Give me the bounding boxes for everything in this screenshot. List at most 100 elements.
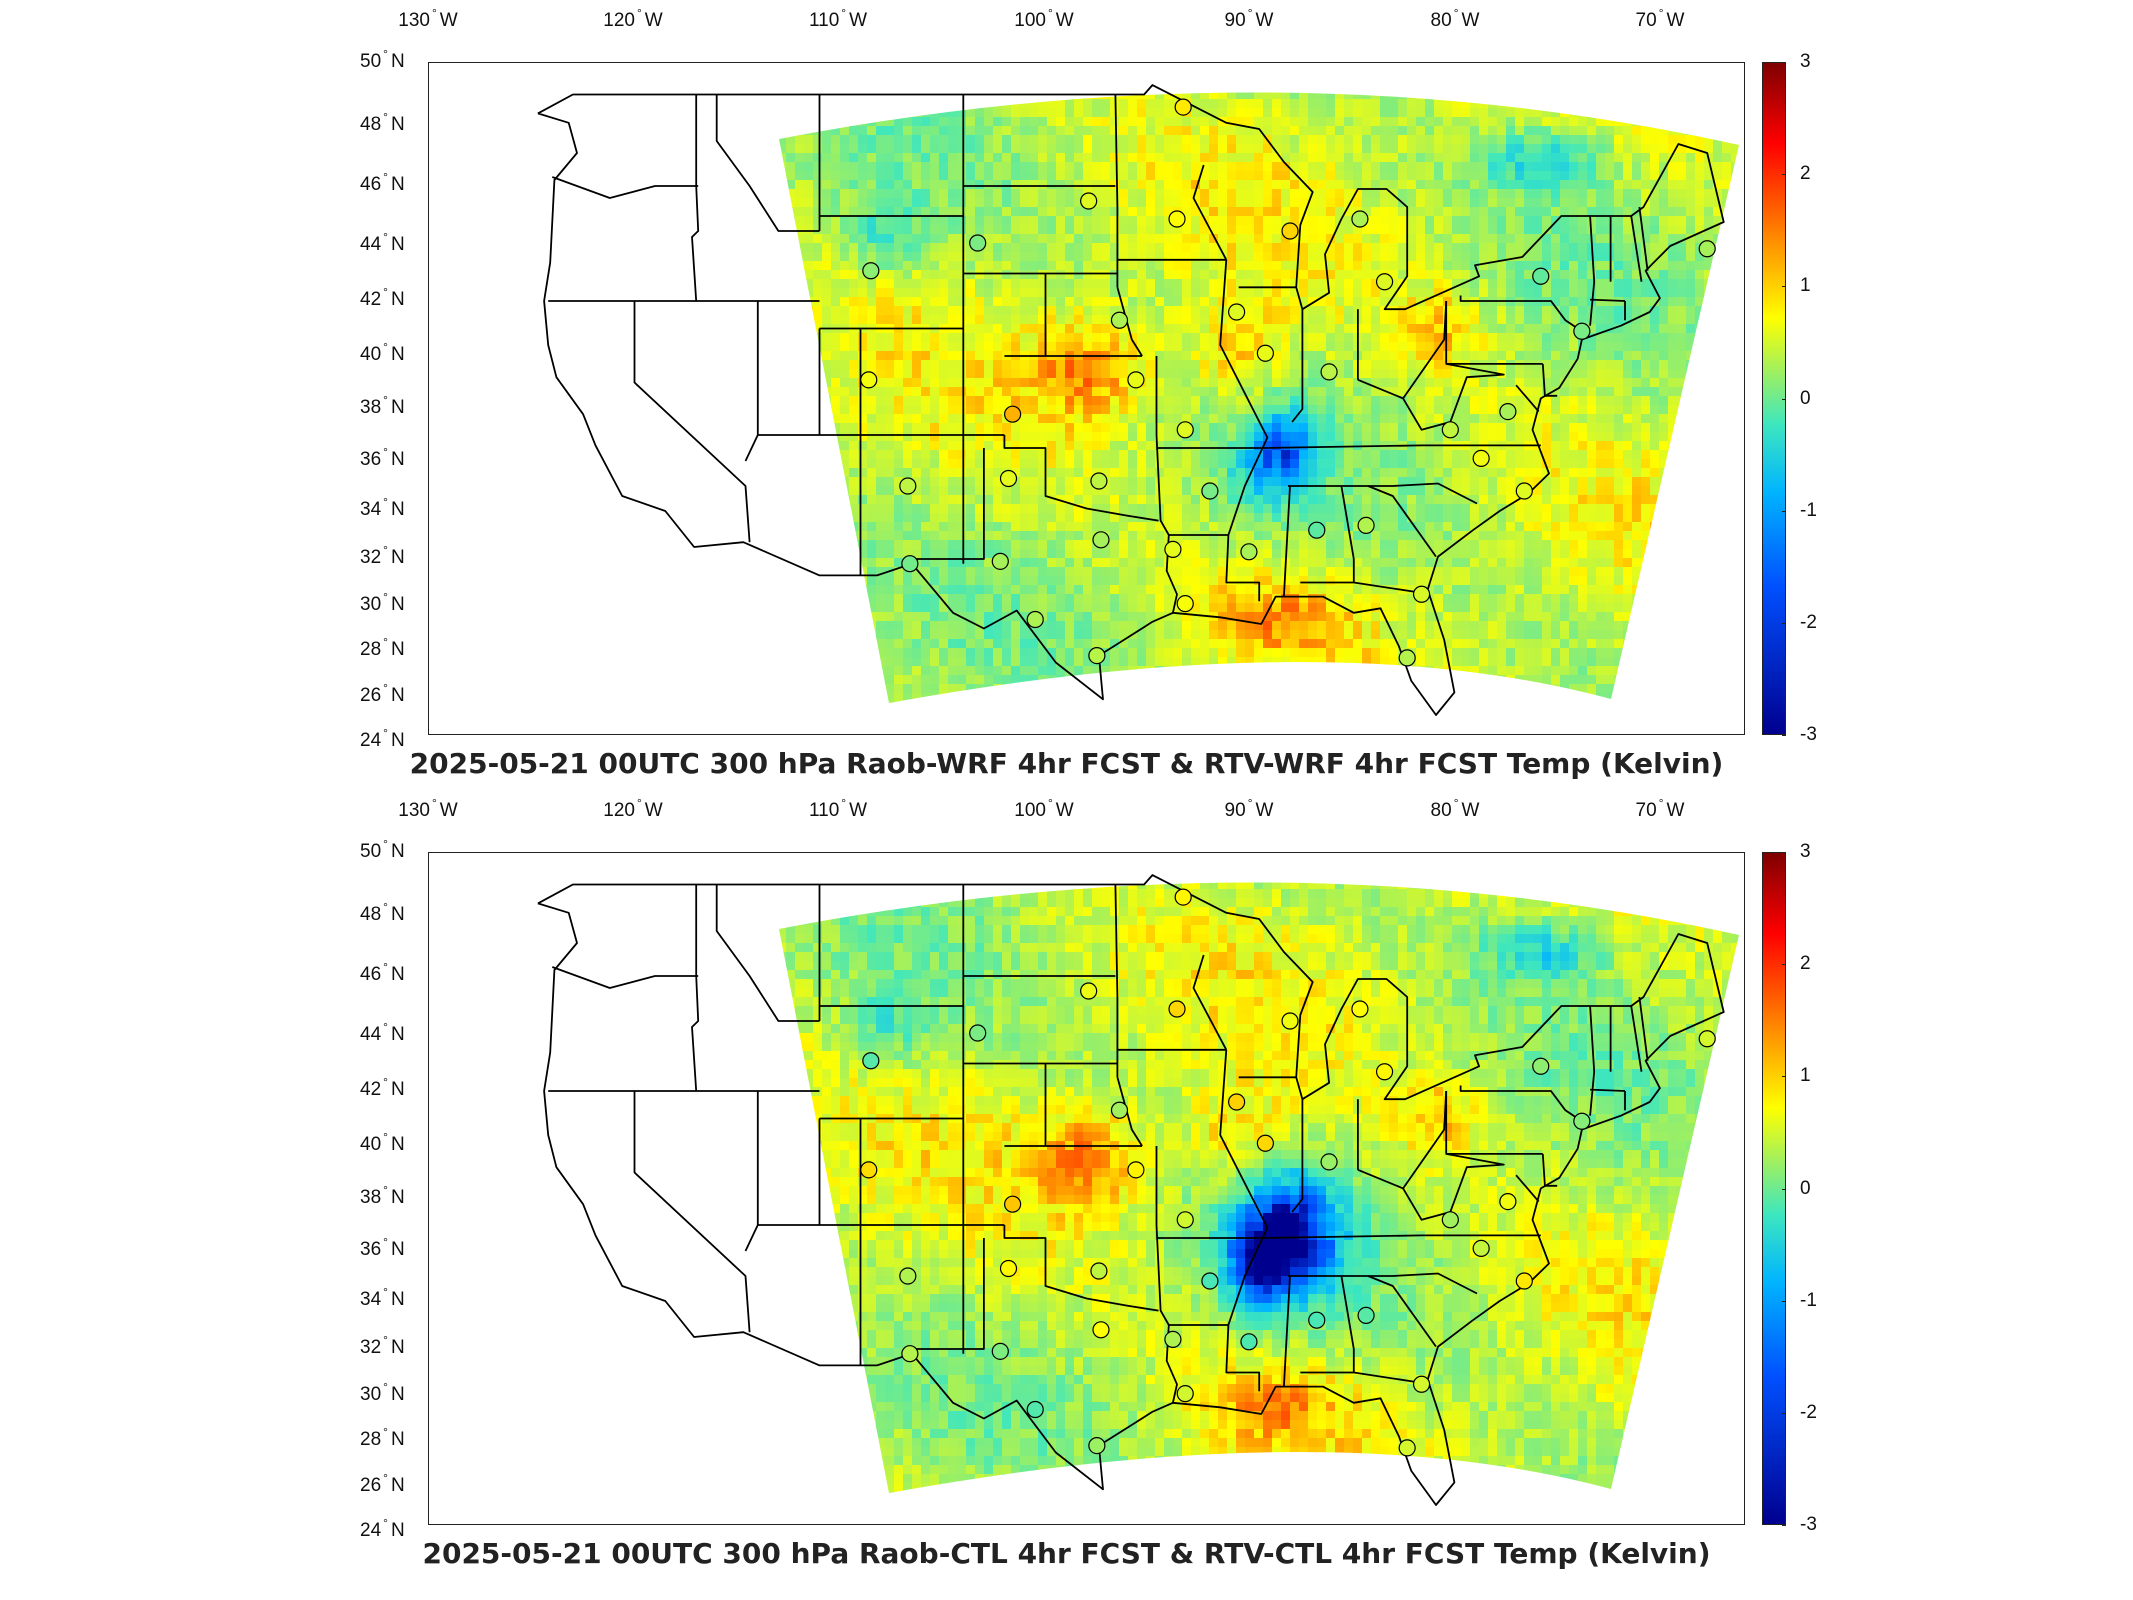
- colorbar-tick-mark: [1782, 286, 1786, 288]
- raob-station-marker: [1320, 1153, 1338, 1171]
- lon-tick-label: 120 ° W: [603, 796, 663, 821]
- lon-tick-label: 110 ° W: [808, 6, 868, 31]
- raob-station-marker: [1472, 1239, 1490, 1257]
- colorbar-tick-label: -3: [1800, 724, 1817, 745]
- colorbar-tick-mark: [1782, 622, 1786, 624]
- lon-tick-label: 130 ° W: [398, 6, 458, 31]
- raob-station-marker: [1088, 1436, 1106, 1455]
- lat-tick-label: 38 ° N: [360, 1183, 405, 1208]
- raob-station-marker: [1351, 1000, 1369, 1018]
- lat-tick-label: 36 ° N: [360, 445, 405, 470]
- raob-station-marker: [1281, 1012, 1299, 1030]
- raob-station-marker: [969, 234, 987, 252]
- colorbar-tick-mark: [1782, 510, 1786, 512]
- lon-tick-label: 90 ° W: [1224, 6, 1274, 31]
- raob-station-marker: [1281, 222, 1299, 240]
- lat-tick-label: 40 ° N: [360, 340, 405, 365]
- lat-tick-label: 42 ° N: [360, 1075, 405, 1100]
- lon-tick-label: 100 ° W: [1014, 796, 1074, 821]
- lon-tick-label: 120 ° W: [603, 6, 663, 31]
- colorbar-tick-label: -1: [1800, 499, 1817, 521]
- raob-station-marker: [1174, 888, 1192, 906]
- lat-tick-label: 42 ° N: [360, 285, 405, 310]
- raob-station-marker: [1573, 322, 1591, 340]
- colorbar-tick-mark: [1782, 398, 1786, 400]
- map-canvas: [537, 84, 1739, 716]
- colorbar-tick-label: 2: [1800, 953, 1811, 975]
- colorbar-tick-label: 3: [1800, 51, 1811, 72]
- raob-station-marker: [1375, 1063, 1394, 1081]
- lon-tick-label: 130 ° W: [398, 796, 458, 821]
- lat-tick-label: 44 ° N: [360, 1020, 405, 1045]
- raob-station-marker: [1092, 531, 1110, 549]
- raob-station-marker: [1698, 240, 1716, 258]
- state-boundaries: [537, 874, 1725, 1506]
- panel-title: 2025-05-21 00UTC 300 hPa Raob-CTL 4hr FC…: [422, 1537, 1711, 1570]
- lat-tick-label: 48 ° N: [360, 900, 405, 925]
- raob-station-marker: [1228, 303, 1246, 321]
- lat-tick-label: 30 ° N: [360, 590, 405, 615]
- raob-station-marker: [1004, 1195, 1022, 1213]
- colorbar-tick-label: 0: [1800, 1177, 1811, 1199]
- raob-station-marker: [1090, 472, 1108, 490]
- lat-tick-label: 28 ° N: [360, 635, 405, 660]
- raob-station-marker: [1412, 1375, 1431, 1393]
- raob-station-marker: [1080, 192, 1098, 210]
- lat-tick-label: 44 ° N: [360, 230, 405, 255]
- raob-station-marker: [1228, 1093, 1246, 1111]
- raob-station-marker: [1573, 1112, 1591, 1130]
- colorbar-tick-mark: [1782, 174, 1786, 176]
- lon-tick-label: 90 ° W: [1224, 796, 1274, 821]
- lon-tick-label: 80 ° W: [1430, 6, 1480, 31]
- lat-tick-label: 24 ° N: [360, 726, 405, 751]
- raob-station-marker: [1532, 267, 1550, 285]
- raob-station-marker: [999, 1259, 1018, 1278]
- raob-station-marker: [860, 371, 878, 389]
- colorbar-tick-label: 0: [1800, 387, 1811, 409]
- raob-station-marker: [1698, 1030, 1716, 1048]
- raob-station-marker: [1240, 1333, 1258, 1351]
- lat-tick-label: 24 ° N: [360, 1516, 405, 1541]
- raob-station-marker: [901, 1345, 919, 1363]
- raob-station-marker: [1256, 344, 1274, 362]
- colorbar-tick-label: 2: [1800, 163, 1811, 185]
- colorbar-tick-mark: [1782, 1412, 1786, 1414]
- temperature-difference-field: [779, 882, 1739, 1494]
- raob-station-marker: [1110, 311, 1129, 329]
- colorbar-tick-mark: [1782, 735, 1786, 736]
- lat-tick-label: 26 ° N: [360, 1471, 405, 1496]
- lat-tick-label: 34 ° N: [360, 1285, 405, 1310]
- raob-station-marker: [1164, 1330, 1182, 1348]
- colorbar-tick-mark: [1782, 62, 1786, 63]
- raob-station-marker: [1026, 610, 1044, 629]
- raob-station-marker: [1174, 98, 1192, 116]
- raob-station-marker: [1201, 1272, 1219, 1290]
- lat-tick-label: 28 ° N: [360, 1425, 405, 1450]
- raob-station-marker: [1090, 1262, 1108, 1280]
- raob-station-marker: [1375, 273, 1394, 291]
- map-plot-area: [428, 62, 1745, 735]
- raob-station-marker: [860, 1161, 878, 1179]
- raob-station-marker: [1110, 1101, 1129, 1119]
- panel-title: 2025-05-21 00UTC 300 hPa Raob-WRF 4hr FC…: [409, 747, 1724, 780]
- raob-station-marker: [1176, 1211, 1194, 1229]
- raob-station-marker: [1515, 1272, 1533, 1290]
- raob-station-marker: [1092, 1321, 1110, 1339]
- raob-station-marker: [1357, 516, 1375, 534]
- lat-tick-label: 48 ° N: [360, 110, 405, 135]
- lon-tick-label: 110 ° W: [808, 796, 868, 821]
- raob-station-marker: [1168, 1000, 1186, 1018]
- raob-station-marker: [1176, 421, 1194, 439]
- raob-station-marker: [1088, 646, 1106, 665]
- raob-station-marker: [1127, 371, 1145, 389]
- lon-tick-label: 70 ° W: [1635, 796, 1685, 821]
- raob-station-marker: [999, 469, 1018, 488]
- lat-tick-label: 32 ° N: [360, 1333, 405, 1358]
- colorbar-tick-label: -3: [1800, 1514, 1817, 1535]
- raob-station-marker: [1499, 1193, 1517, 1211]
- colorbar-tick-mark: [1782, 852, 1786, 853]
- colorbar-tick-mark: [1782, 1525, 1786, 1526]
- raob-station-marker: [1499, 403, 1517, 421]
- raob-station-marker: [1026, 1400, 1044, 1419]
- colorbar-tick-label: -2: [1800, 611, 1817, 633]
